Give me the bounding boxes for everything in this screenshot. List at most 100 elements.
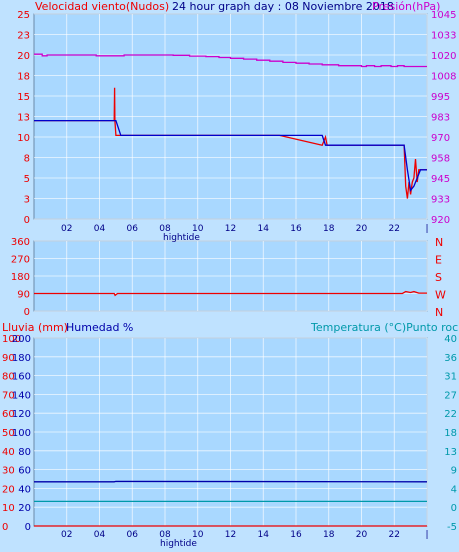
wind-y-tick-label: 3 bbox=[24, 195, 30, 206]
wind-y-tick-label: 13 bbox=[17, 113, 30, 124]
bottom-x-tick-label: 14 bbox=[258, 530, 270, 540]
humidity-axis-title: Humedad % bbox=[66, 321, 133, 334]
pressure-y-tick-label: 970 bbox=[431, 133, 450, 144]
rain-y-tick-label: 90 bbox=[2, 353, 15, 364]
temperature-y-tick-label: 27 bbox=[444, 390, 457, 401]
wind-y-tick-label: 18 bbox=[17, 72, 30, 83]
wind-y-tick-label: 20 bbox=[17, 51, 30, 62]
humidity-y-tick-label: 120 bbox=[12, 409, 31, 420]
humidity-y-tick-label: 20 bbox=[18, 503, 31, 514]
temperature-axis-title: Temperatura (°C)Punto rocío bbox=[310, 321, 459, 334]
temperature-y-tick-label: 13 bbox=[444, 447, 457, 458]
rain-y-tick-label: 80 bbox=[2, 372, 15, 383]
top-x-tick-label: 04 bbox=[94, 224, 106, 234]
rain-y-tick-label: 40 bbox=[2, 447, 15, 458]
pressure-y-tick-label: 958 bbox=[431, 154, 450, 165]
wind-y-tick-label: 8 bbox=[24, 154, 30, 165]
rain-y-tick-label: 0 bbox=[2, 522, 8, 533]
wind-y-tick-label: 23 bbox=[17, 31, 30, 42]
top-x-tick-label: 22 bbox=[389, 224, 400, 234]
rain-y-tick-label: 50 bbox=[2, 428, 15, 439]
temperature-y-tick-label: 22 bbox=[444, 409, 457, 420]
top-x-tick-label: 12 bbox=[225, 224, 236, 234]
pressure-series-line bbox=[34, 53, 427, 68]
direction-y-tick-label: 0 bbox=[24, 307, 30, 318]
humidity-y-tick-label: 140 bbox=[12, 390, 31, 401]
temperature-y-tick-label: 31 bbox=[444, 372, 457, 383]
direction-y-tick-label: 270 bbox=[11, 255, 30, 266]
humidity-y-tick-label: 200 bbox=[12, 334, 31, 345]
direction-y-tick-label: 90 bbox=[17, 290, 30, 301]
bottom-x-tick-label: 20 bbox=[356, 530, 368, 540]
humidity-y-tick-label: 160 bbox=[12, 372, 31, 383]
top-x-sublabel: hightide bbox=[163, 233, 200, 243]
direction-y-tick-label: 360 bbox=[11, 237, 30, 248]
bottom-x-tick-label: 06 bbox=[127, 530, 139, 540]
compass-tick-label: E bbox=[435, 254, 442, 267]
compass-tick-label: W bbox=[435, 289, 446, 302]
wind-y-tick-label: 25 bbox=[17, 10, 30, 21]
bottom-x-sublabel: hightide bbox=[160, 539, 197, 549]
temperature-y-tick-label: -5 bbox=[447, 522, 457, 533]
bottom-x-tick-label: 04 bbox=[94, 530, 106, 540]
wind-average-series-line bbox=[34, 119, 427, 192]
bottom-x-tick-label: 22 bbox=[389, 530, 400, 540]
grid-lines bbox=[34, 13, 428, 527]
pressure-y-tick-label: 983 bbox=[431, 113, 450, 124]
wind-direction-series-line bbox=[34, 290, 427, 297]
humidity-y-tick-label: 100 bbox=[12, 428, 31, 439]
temperature-y-tick-label: 40 bbox=[444, 334, 457, 345]
rain-y-tick-label: 30 bbox=[2, 466, 15, 477]
wind-axis-title: Velocidad viento(Nudos) bbox=[35, 0, 169, 13]
top-x-tick-label: 14 bbox=[258, 224, 270, 234]
top-x-tick-label: 02 bbox=[61, 224, 72, 234]
pressure-axis-title: Presión(hPa) bbox=[372, 0, 440, 13]
top-x-tick-label: 16 bbox=[290, 224, 302, 234]
humidity-y-tick-label: 40 bbox=[18, 484, 31, 495]
humidity-y-tick-label: 180 bbox=[12, 353, 31, 364]
pressure-y-tick-label: 933 bbox=[431, 195, 450, 206]
direction-y-tick-label: 180 bbox=[11, 272, 30, 283]
humidity-y-tick-label: 60 bbox=[18, 466, 31, 477]
pressure-y-tick-label: 995 bbox=[431, 92, 450, 103]
bottom-x-tick-label: 10 bbox=[192, 530, 204, 540]
compass-tick-label: N bbox=[435, 306, 443, 319]
pressure-y-tick-label: 945 bbox=[431, 174, 450, 185]
temperature-y-tick-label: 4 bbox=[451, 484, 457, 495]
temperature-y-tick-label: 9 bbox=[451, 466, 457, 477]
bottom-x-tick-label: 18 bbox=[323, 530, 335, 540]
pressure-y-tick-label: 1045 bbox=[431, 10, 456, 21]
pressure-y-tick-label: 1008 bbox=[431, 72, 456, 83]
wind-y-tick-label: 15 bbox=[17, 92, 30, 103]
top-x-tick-label: 20 bbox=[356, 224, 368, 234]
wind-y-tick-label: 0 bbox=[24, 215, 30, 226]
rain-axis-title: Lluvia (mm) bbox=[2, 321, 68, 334]
wind-y-tick-label: 5 bbox=[24, 174, 30, 185]
rain-y-tick-label: 100 bbox=[2, 334, 21, 345]
bottom-x-tick-label: 02 bbox=[61, 530, 72, 540]
top-x-tick-label: 10 bbox=[192, 224, 204, 234]
compass-tick-label: S bbox=[435, 271, 442, 284]
chart-title: 24 hour graph day : 08 Noviembre 2018 bbox=[172, 0, 394, 13]
bottom-x-tick-label: 08 bbox=[159, 530, 171, 540]
rain-y-tick-label: 60 bbox=[2, 409, 15, 420]
humidity-y-tick-label: 80 bbox=[18, 447, 31, 458]
axis-labels: 0202040406060808101012121414161618182020… bbox=[2, 10, 457, 540]
top-x-tick-label: | bbox=[425, 224, 428, 234]
pressure-y-tick-label: 920 bbox=[431, 215, 450, 226]
bottom-x-tick-label: | bbox=[425, 530, 428, 540]
rain-y-tick-label: 70 bbox=[2, 390, 15, 401]
rain-y-tick-label: 20 bbox=[2, 484, 15, 495]
humidity-y-tick-label: 0 bbox=[25, 522, 31, 533]
temperature-y-tick-label: 18 bbox=[444, 428, 457, 439]
top-x-tick-label: 18 bbox=[323, 224, 335, 234]
temperature-y-tick-label: 0 bbox=[451, 503, 457, 514]
pressure-y-tick-label: 1033 bbox=[431, 31, 456, 42]
data-series bbox=[34, 53, 428, 527]
top-x-tick-label: 06 bbox=[127, 224, 139, 234]
top-x-tick-label: 08 bbox=[159, 224, 171, 234]
wind-y-tick-label: 10 bbox=[17, 133, 30, 144]
bottom-x-tick-label: 16 bbox=[290, 530, 302, 540]
